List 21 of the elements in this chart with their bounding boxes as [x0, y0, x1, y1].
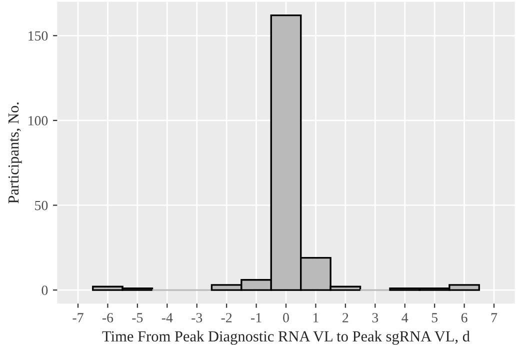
x-tick-label: -3: [192, 313, 202, 322]
y-tick-label: 150: [28, 31, 48, 41]
x-tick-label: -4: [162, 313, 173, 322]
x-axis-title: Time From Peak Diagnostic RNA VL to Peak sgRNA VL, d: [102, 330, 470, 345]
x-tick-label: -5: [132, 313, 143, 322]
y-tick-label: 50: [35, 200, 48, 210]
y-tick-label: 100: [28, 116, 48, 126]
x-tick-label: -7: [72, 313, 84, 322]
x-tick-label: 4: [402, 313, 408, 322]
x-tick-label: 0: [283, 313, 289, 322]
x-tick-label: 2: [342, 313, 348, 322]
x-tick-label: 3: [372, 313, 378, 322]
x-tick-label: 1: [313, 313, 318, 322]
x-tick-label: -1: [251, 313, 262, 322]
x-tick-label: 6: [461, 313, 468, 322]
x-tick-label: -2: [221, 313, 232, 322]
y-tick-label: 0: [42, 286, 48, 295]
x-tick-label: 7: [491, 313, 498, 322]
y-axis-title: Participants, No.: [8, 102, 22, 204]
x-tick-label: -6: [102, 313, 114, 322]
x-tick-label: 5: [432, 313, 438, 322]
